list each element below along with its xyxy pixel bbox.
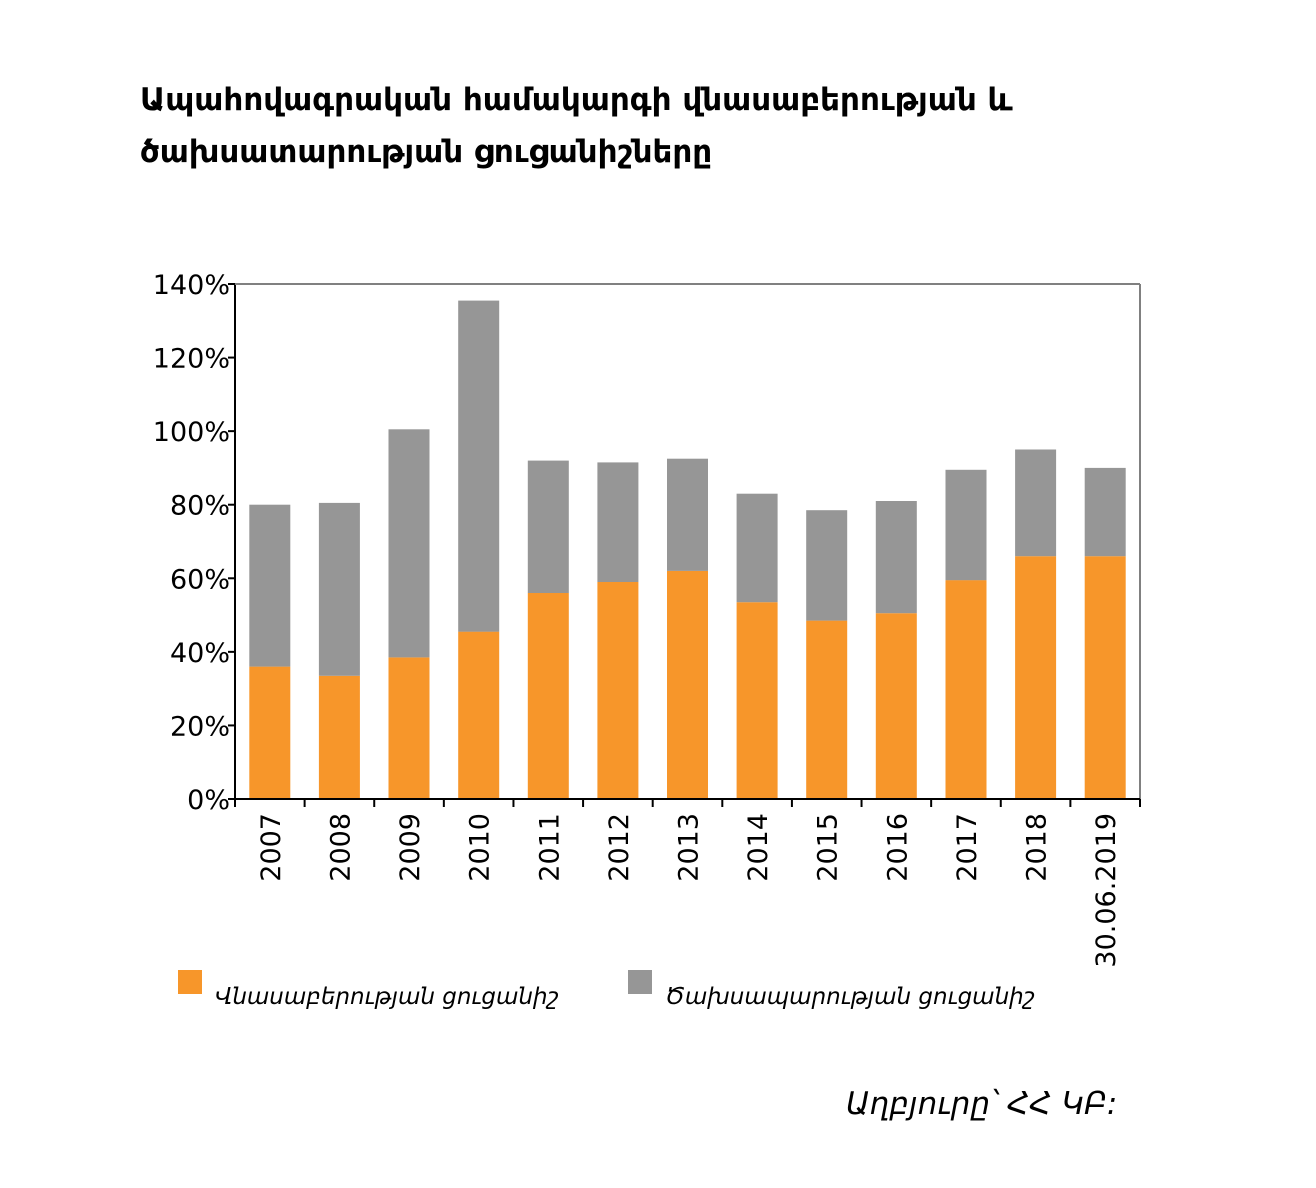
bar-expense-ratio-2014 — [736, 493, 778, 603]
x-tick-label: 2011 — [534, 813, 565, 882]
x-tick-label: 2010 — [465, 813, 496, 882]
x-tick-label: 2008 — [325, 813, 356, 882]
x-tick-label: 2009 — [395, 813, 426, 882]
source-note: Աղբյուրը՝ ՀՀ ԿԲ: — [846, 1086, 1118, 1122]
y-tick-label: 40% — [170, 638, 230, 669]
bar-loss-ratio-2015 — [806, 620, 848, 799]
y-tick-label: 20% — [170, 711, 230, 742]
legend-expense-ratio-label: Ծախսապարության ցուցանիշ — [665, 984, 1035, 1010]
legend-loss-ratio-swatch — [178, 970, 202, 994]
x-tick-label: 2014 — [743, 813, 774, 882]
bar-expense-ratio-2016 — [875, 501, 917, 614]
y-tick-label: 60% — [170, 564, 230, 595]
bar-loss-ratio-2014 — [736, 602, 778, 799]
bar-expense-ratio-2010 — [458, 300, 500, 632]
bar-expense-ratio-2011 — [527, 460, 569, 593]
bars-layer — [249, 300, 1126, 799]
legend-expense-ratio-swatch — [628, 970, 652, 994]
bar-expense-ratio-2012 — [597, 462, 639, 582]
bar-loss-ratio-2008 — [318, 675, 360, 799]
x-tick-label: 2012 — [604, 813, 635, 882]
bar-loss-ratio-2007 — [249, 666, 291, 799]
bar-loss-ratio-2017 — [945, 580, 987, 799]
bar-loss-ratio-2018 — [1015, 556, 1057, 799]
x-tick-label: 2007 — [256, 813, 287, 882]
bar-loss-ratio-2010 — [458, 631, 500, 799]
x-tick-label: 2018 — [1022, 813, 1053, 882]
x-tick-label: 2013 — [674, 813, 705, 882]
x-tick-label: 2016 — [882, 813, 913, 882]
bar-loss-ratio-2016 — [875, 613, 917, 799]
x-tick-label: 2017 — [952, 813, 983, 882]
legend-loss-ratio-label: Վնասաբերության ցուցանիշ — [215, 984, 559, 1010]
y-tick-label: 80% — [170, 491, 230, 522]
bar-loss-ratio-2012 — [597, 582, 639, 799]
chart-title: Ապահովագրական համակարգի վնասաբերության և… — [140, 82, 1013, 170]
bar-expense-ratio-2017 — [945, 469, 987, 581]
axes-layer: 0% 20% 40% 60% 80% 100% 120% 140% 2007 2008 2009 20… — [153, 270, 1141, 968]
bar-loss-ratio-2009 — [388, 657, 430, 799]
x-tick-label: 30.06.2019 — [1091, 813, 1122, 968]
y-tick-label: 140% — [153, 270, 230, 301]
y-tick-label: 0% — [187, 785, 230, 816]
bar-expense-ratio-2009 — [388, 429, 430, 658]
bar-expense-ratio-2008 — [318, 502, 360, 676]
y-tick-label: 100% — [153, 417, 230, 448]
x-tick-label: 2015 — [813, 813, 844, 882]
bar-expense-ratio-2018 — [1015, 449, 1057, 557]
legend: Վնասաբերության ցուցանիշ Ծախսապարության ցո… — [178, 970, 1035, 1010]
bar-loss-ratio-2011 — [527, 593, 569, 799]
bar-loss-ratio-2013 — [667, 570, 708, 799]
y-tick-label: 120% — [153, 344, 230, 375]
bar-loss-ratio-30.06.2019 — [1084, 556, 1126, 799]
bar-expense-ratio-2015 — [806, 510, 848, 621]
bar-expense-ratio-2007 — [249, 504, 291, 667]
bar-expense-ratio-2013 — [667, 458, 708, 571]
bar-expense-ratio-30.06.2019 — [1084, 467, 1126, 557]
